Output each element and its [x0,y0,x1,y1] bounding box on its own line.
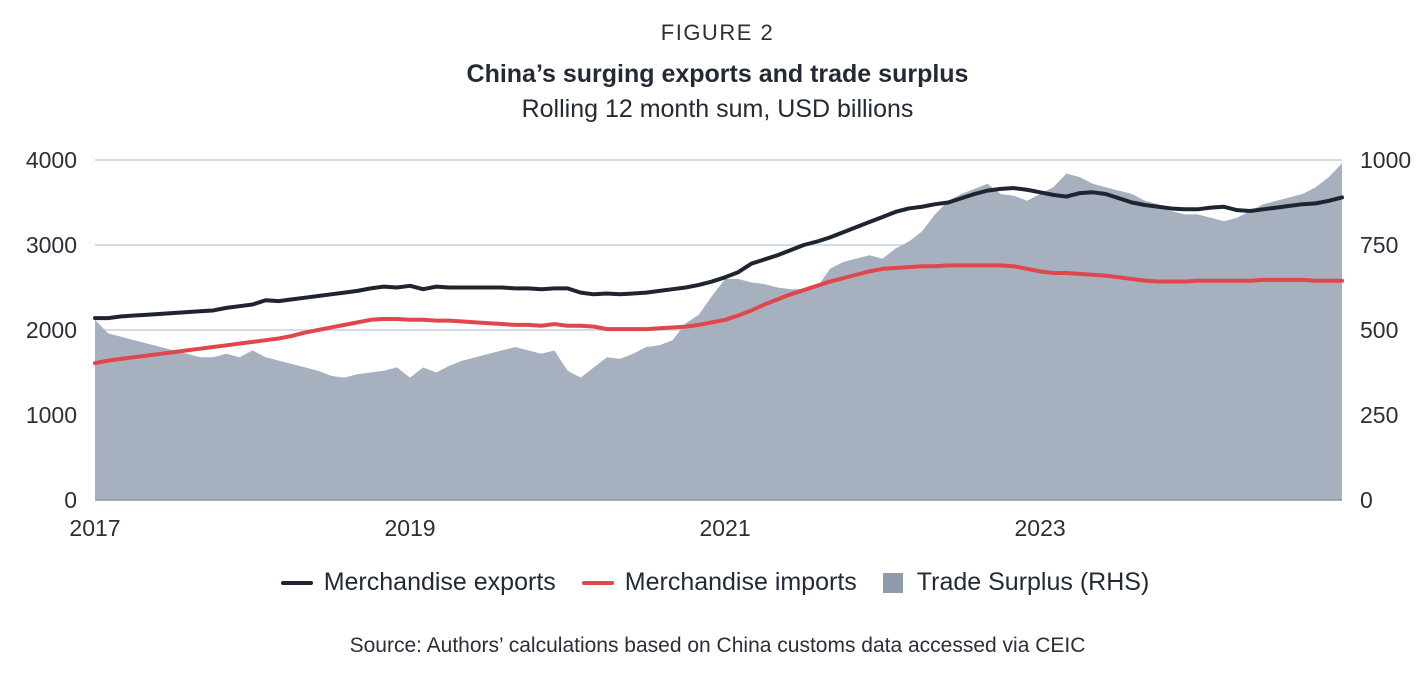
source-note: Source: Authors’ calculations based on C… [349,634,1086,657]
x-tick-label: 2023 [1015,515,1066,541]
legend-item-surplus: Trade Surplus (RHS) [882,568,1150,597]
x-tick-label: 2021 [699,515,750,541]
legend-swatch-surplus [882,572,903,593]
legend-label-exports: Merchandise exports [323,568,556,596]
y-right-tick-label: 750 [1360,232,1398,258]
series-line-merchandise-exports [93,186,1344,321]
legend-item-exports: Merchandise exports [280,568,556,597]
y-right-tick-label: 1000 [1360,147,1411,173]
y-left-tick-label: 1000 [26,402,77,428]
figure-label: FIGURE 2 [660,20,775,45]
series-area-trade-surplus [95,163,1342,500]
chart-title: China’s surging exports and trade surplu… [466,60,969,88]
y-right-tick-label: 0 [1360,487,1373,513]
x-tick-label: 2019 [384,515,435,541]
lines-layer [93,186,1344,366]
y-right-tick-label: 250 [1360,402,1398,428]
legend-label-surplus: Trade Surplus (RHS) [916,568,1150,596]
series-line-merchandise-imports [93,263,1344,366]
legend-swatch-imports [581,580,614,585]
legend: Merchandise exports Merchandise imports … [0,568,1427,597]
chart-subtitle: Rolling 12 month sum, USD billions [521,95,914,123]
axes: 0 1000 2000 3000 4000 0 250 500 750 1000 2017 2019 2… [26,147,1411,541]
legend-label-imports: Merchandise imports [624,568,857,596]
surplus-area-layer [95,163,1342,500]
y-left-tick-label: 4000 [26,147,77,173]
y-left-tick-label: 3000 [26,232,77,258]
legend-swatch-exports [280,580,313,585]
legend-item-imports: Merchandise imports [581,568,857,597]
y-right-tick-label: 500 [1360,317,1398,343]
y-left-tick-label: 2000 [26,317,77,343]
x-tick-label: 2017 [69,515,120,541]
y-left-tick-label: 0 [64,487,77,513]
